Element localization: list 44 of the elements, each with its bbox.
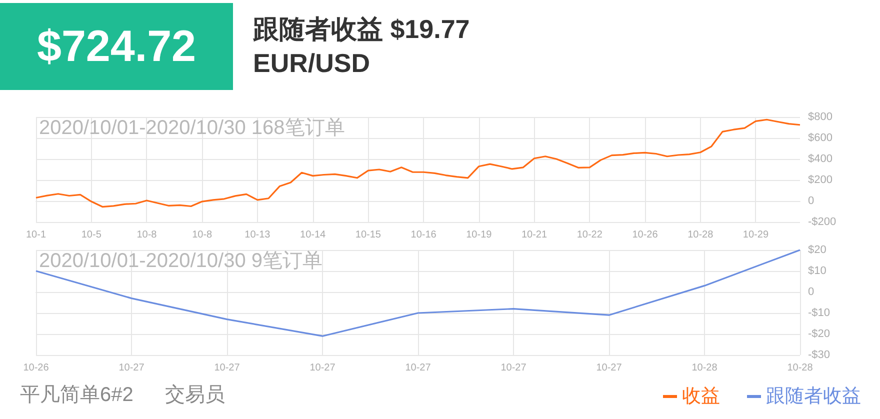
y-tick-label: $200 (808, 174, 832, 186)
legend-label: 跟随者收益 (766, 386, 861, 407)
y-tick-label: -$10 (808, 307, 830, 319)
x-tick-label: 10-26 (632, 230, 658, 240)
x-tick-label: 10-26 (23, 362, 50, 374)
legend-label: 收益 (682, 386, 720, 407)
x-tick-label: 10-8 (136, 230, 158, 240)
y-tick-label: $600 (808, 132, 832, 144)
x-tick-label: 10-19 (466, 230, 492, 240)
text: 跟随者收益 $19.77 (253, 13, 470, 46)
x-tick-label: 10-27 (214, 362, 240, 374)
x-tick-label: 10-27 (596, 362, 622, 374)
x-tick-label: 10-15 (355, 230, 382, 240)
x-tick-label: 10-14 (300, 230, 326, 240)
x-tick-label: 10-8 (192, 230, 213, 240)
x-tick-label: 10-28 (688, 230, 714, 240)
y-tick-label: -$30 (808, 349, 830, 361)
x-tick-label: 10-22 (576, 230, 603, 240)
x-tick-label: 10-27 (405, 362, 432, 374)
y-tick-label: 0 (808, 286, 814, 298)
x-tick-label: 10-1 (26, 230, 46, 240)
x-tick-label: 10-16 (410, 230, 437, 240)
x-tick-label: 10-29 (742, 230, 769, 240)
text: 交易员 (165, 383, 225, 408)
y-tick-label: -$20 (808, 328, 830, 340)
chart-title: 2020/10/01-2020/10/30 168笔订单 (39, 117, 345, 139)
y-tick-label: $20 (808, 244, 826, 256)
text: 平凡简单6#2 (20, 383, 134, 408)
text: $724.72 (0, 3, 233, 90)
x-tick-label: 10-27 (500, 362, 527, 374)
y-tick-label: -$200 (808, 216, 836, 228)
x-tick-label: 10-28 (787, 362, 814, 374)
chart-title: 2020/10/01-2020/10/30 9笔订单 (39, 250, 323, 272)
x-tick-label: 10-27 (118, 362, 145, 374)
y-tick-label: 0 (808, 195, 814, 207)
y-tick-label: $400 (808, 153, 832, 165)
x-tick-label: 10-13 (244, 230, 271, 240)
text: EUR/USD (253, 48, 370, 79)
y-tick-label: $800 (808, 111, 832, 123)
x-tick-label: 10-28 (692, 362, 718, 374)
x-tick-label: 10-27 (310, 362, 336, 374)
y-tick-label: $10 (808, 265, 826, 277)
x-tick-label: 10-5 (81, 230, 102, 240)
x-tick-label: 10-21 (521, 230, 548, 240)
